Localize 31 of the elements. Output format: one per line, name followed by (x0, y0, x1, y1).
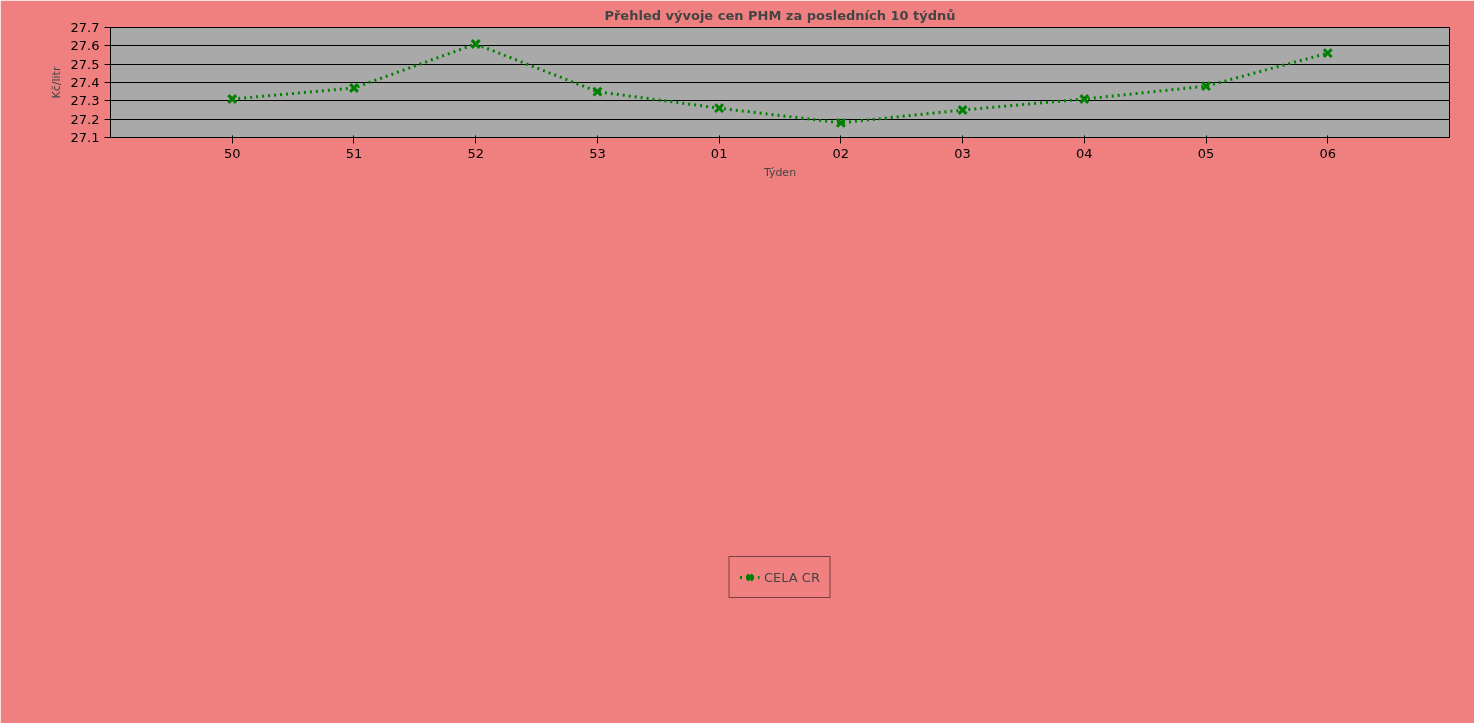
x-axis-title: Týden (762, 165, 797, 179)
y-tick-label: 27.3 (70, 93, 100, 109)
y-tick-label: 27.5 (70, 56, 100, 72)
x-tick-label: 01 (710, 145, 728, 161)
point (1078, 93, 1090, 105)
point (1200, 80, 1212, 92)
y-tick-label: 27.4 (70, 75, 100, 90)
legend-label: CELA CR (764, 569, 820, 585)
y-tick-label: 27.6 (70, 38, 100, 54)
x-tick-label: 03 (954, 145, 971, 161)
point (592, 86, 603, 98)
point (226, 93, 238, 105)
point (348, 82, 360, 94)
x-tick-label: 02 (832, 145, 850, 161)
x-tick-label: 50 (223, 145, 241, 161)
x-tick-label: 06 (1319, 145, 1337, 161)
point (835, 117, 847, 129)
point (713, 102, 725, 114)
x-tick-label: 05 (1197, 145, 1215, 161)
y-axis-title: Kč/litr (49, 66, 63, 99)
x-tick-label: 52 (467, 145, 484, 161)
point (470, 38, 482, 50)
chart-title: Přehled vývoje cen PHM za posledních 10 týdnů (604, 7, 956, 23)
point (1322, 47, 1334, 59)
y-tick-label: 27.2 (70, 111, 100, 127)
x-tick-label: 04 (1076, 145, 1093, 161)
y-tick-label: 27.7 (70, 20, 100, 35)
x-tick-label: 53 (589, 145, 606, 161)
point (957, 104, 968, 116)
x-tick-label: 51 (345, 145, 363, 161)
y-tick-label: 27.1 (70, 130, 100, 145)
